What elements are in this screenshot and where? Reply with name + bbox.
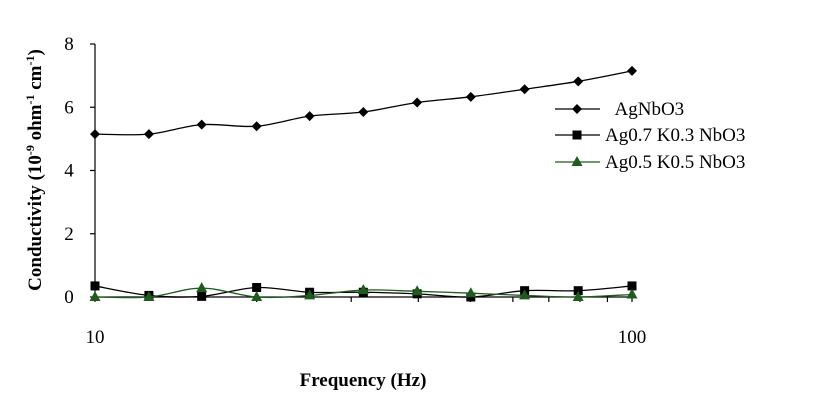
y-tick-label: 0 <box>64 287 74 308</box>
data-point <box>519 289 531 300</box>
y-axis-title-end: cm <box>25 65 46 94</box>
y-ticks: 0 2 4 6 8 <box>64 34 95 308</box>
legend-marker <box>572 104 582 114</box>
data-point <box>251 121 262 132</box>
data-point <box>573 76 584 87</box>
y-axis-title-sup-2: -1 <box>23 95 37 105</box>
x-tick-label: 100 <box>618 327 647 348</box>
data-point <box>358 106 369 117</box>
series-1 <box>90 65 637 140</box>
data-point <box>143 291 155 301</box>
data-point <box>411 285 423 296</box>
data-point <box>304 289 316 300</box>
legend-label: AgNbO3 <box>605 99 684 120</box>
legend-label: Ag0.5 K0.5 NbO3 <box>605 152 745 173</box>
y-axis-title-main: Conductivity (10 <box>25 155 46 291</box>
legend-marker <box>572 130 582 140</box>
y-axis-title: Conductivity (10-9 ohm-1 cm-1) <box>23 49 46 291</box>
legend-marker <box>571 156 583 166</box>
y-axis-title-sup-3: -1 <box>23 56 37 66</box>
data-point <box>196 119 207 130</box>
plot-area <box>94 44 632 298</box>
x-tick-label: 10 <box>86 327 105 348</box>
series-line <box>94 70 633 136</box>
data-point <box>573 286 583 296</box>
y-axis-title-close: ) <box>25 49 46 55</box>
x-axis-title: Frequency (Hz) <box>300 370 427 391</box>
data-point <box>143 129 154 140</box>
x-ticks: 10 100 <box>86 297 647 348</box>
data-point <box>626 288 638 299</box>
y-tick-label: 2 <box>64 224 74 245</box>
data-point <box>572 291 584 301</box>
data-point <box>197 291 207 301</box>
data-point <box>90 129 100 140</box>
data-point <box>519 84 530 95</box>
series-group <box>89 65 638 302</box>
data-point <box>89 291 101 301</box>
data-point <box>252 283 262 293</box>
series-3 <box>89 282 638 301</box>
data-point <box>196 282 208 293</box>
data-point <box>627 281 637 291</box>
data-point <box>627 65 637 76</box>
data-point <box>251 291 263 301</box>
data-point <box>357 284 369 295</box>
data-point <box>304 111 315 122</box>
data-point <box>465 287 477 298</box>
data-point <box>412 97 423 108</box>
y-tick-label: 6 <box>64 97 74 118</box>
y-axis-title-mid: ohm <box>25 104 46 145</box>
y-tick-label: 8 <box>64 34 74 55</box>
y-tick-label: 4 <box>64 161 74 182</box>
legend-label: Ag0.7 K0.3 NbO3 <box>605 125 745 146</box>
data-point <box>465 91 476 102</box>
y-axis-title-sup-1: -9 <box>23 145 37 155</box>
legend: AgNbO3 Ag0.7 K0.3 NbO3 Ag0.5 K0.5 NbO3 <box>555 99 745 173</box>
data-point <box>90 281 100 291</box>
